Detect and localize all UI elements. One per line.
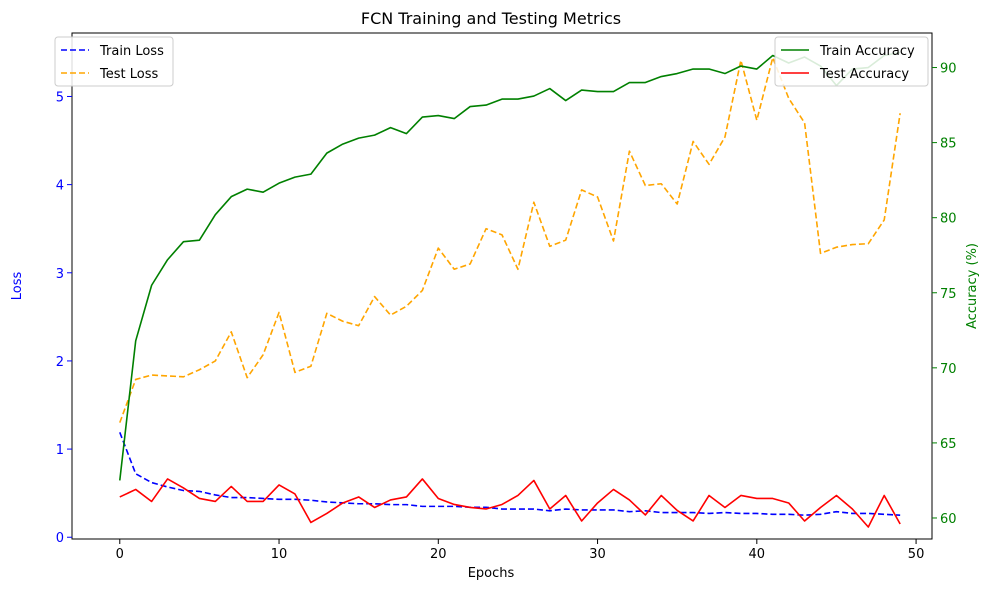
- x-tick-label: 50: [908, 547, 925, 562]
- y-right-tick-label: 70: [940, 362, 957, 377]
- x-tick-label: 0: [116, 547, 124, 562]
- y-right-tick-label: 60: [940, 512, 957, 527]
- x-tick-label: 10: [271, 547, 288, 562]
- series-line-test-accuracy: [119, 478, 901, 528]
- y-left-tick-label: 3: [56, 267, 64, 282]
- x-tick-label: 40: [749, 547, 766, 562]
- series-line-train-loss: [119, 432, 901, 516]
- series-line-train-accuracy: [118, 51, 901, 481]
- legend-train-loss-label: Train Loss: [99, 44, 164, 59]
- y-axis-left-title: Loss: [10, 272, 25, 301]
- y-left-tick-label: 0: [56, 531, 64, 546]
- legend-right-frame: [774, 36, 929, 87]
- x-tick-label: 30: [589, 547, 606, 562]
- plot-area: [71, 32, 933, 540]
- legend-test-loss-label: Test Loss: [99, 67, 158, 82]
- y-left-tick-label: 5: [56, 90, 64, 105]
- y-right-tick-label: 75: [940, 287, 957, 302]
- y-axis-right-title: Accuracy (%): [965, 243, 980, 329]
- y-right-tick-label: 85: [940, 137, 957, 152]
- plot-frame: [71, 32, 933, 540]
- series-group: [118, 51, 901, 528]
- y-right-tick-label: 80: [940, 212, 957, 227]
- legend-left: Train Loss Test Loss: [54, 36, 174, 87]
- legend-right: Train Accuracy Test Accuracy: [774, 36, 929, 87]
- series-line-test-loss: [119, 56, 901, 423]
- x-axis: 0 10 20 30 40 50: [116, 539, 925, 562]
- y-right-tick-label: 90: [940, 62, 957, 77]
- y-left-tick-label: 2: [56, 355, 64, 370]
- x-tick-label: 20: [430, 547, 447, 562]
- y-axis-left: 0 1 2 3 4 5: [56, 90, 72, 546]
- y-right-tick-label: 65: [940, 437, 957, 452]
- chart-title: FCN Training and Testing Metrics: [361, 9, 621, 28]
- y-left-tick-label: 1: [56, 443, 64, 458]
- x-axis-title: Epochs: [468, 566, 515, 581]
- legend-test-accuracy-label: Test Accuracy: [819, 67, 909, 82]
- y-left-tick-label: 4: [56, 179, 64, 194]
- legend-train-accuracy-label: Train Accuracy: [819, 44, 915, 59]
- y-axis-right: 60 65 70 75 80 85 90: [932, 62, 957, 527]
